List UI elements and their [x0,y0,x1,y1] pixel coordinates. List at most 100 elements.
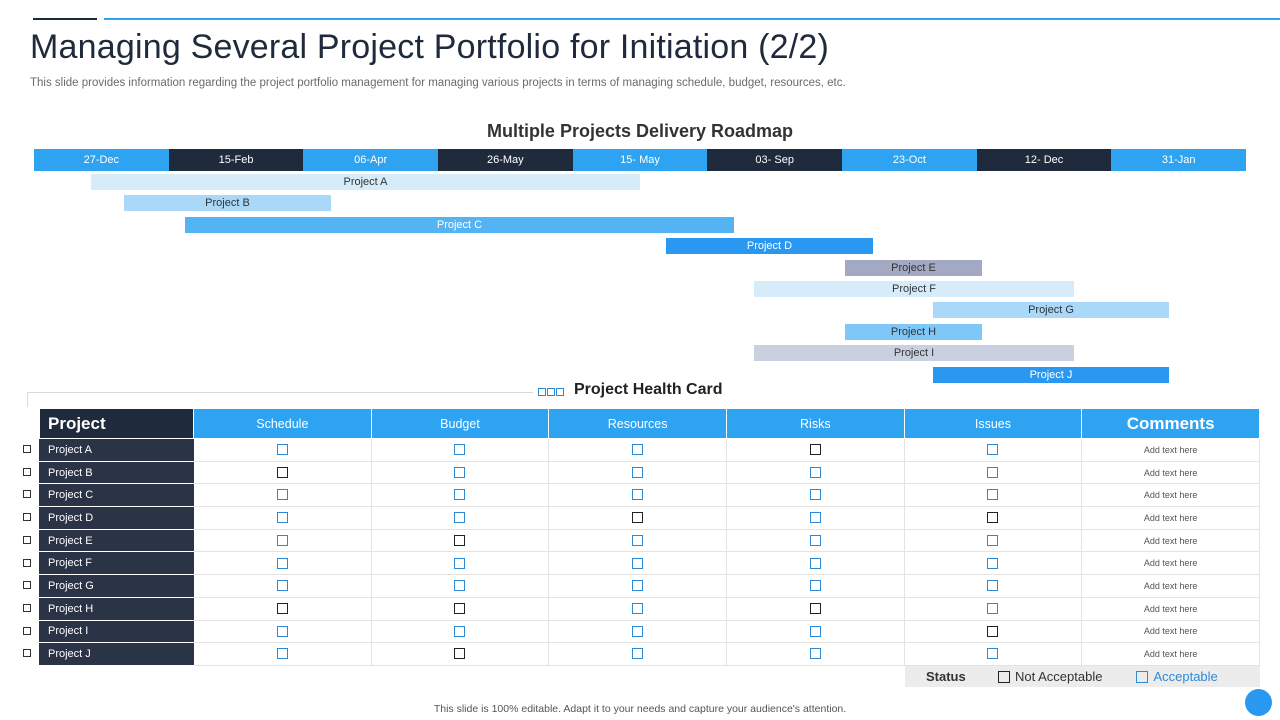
table-row: Project D Add text here [39,506,1260,530]
budget-status-cell [370,574,550,598]
risks-status-cell [725,506,905,530]
comment-cell[interactable]: Add text here [1081,483,1260,508]
schedule-status-cell [193,483,372,508]
health-card-frame [27,392,533,393]
roadmap-bar-project-a: Project A [91,174,640,190]
comment-cell[interactable]: Add text here [1081,438,1260,462]
table-row: Project F Add text here [39,551,1260,576]
schedule-status-cell [193,438,372,462]
roadmap-bar-project-c: Project C [185,217,734,233]
acceptable-square-icon [809,489,821,501]
project-name-cell: Project A [39,438,194,462]
column-header-schedule: Schedule [193,408,372,439]
acceptable-square-icon [276,512,288,524]
legend-acceptable: Acceptable [1136,669,1218,684]
acceptable-square-icon [632,466,644,478]
row-marker-icon [23,626,31,635]
column-header-resources: Resources [548,408,727,439]
comment-cell[interactable]: Add text here [1081,619,1260,644]
comment-cell[interactable]: Add text here [1081,506,1260,530]
date-cell: 15- May [572,149,708,171]
risks-status-cell [725,619,905,644]
resources-status-cell [548,438,727,462]
acceptable-square-icon [454,580,466,592]
budget-status-cell [370,596,550,621]
table-row: Project E Add text here [39,528,1260,553]
table-row: Project A Add text here [39,438,1260,462]
issues-status-cell [903,483,1083,508]
legend-not-acceptable: Not Acceptable [998,669,1102,684]
header-accent-blue [104,18,1280,20]
resources-status-cell [548,596,727,621]
acceptable-square-icon [809,466,821,478]
acceptable-square-icon [632,444,644,456]
row-marker-icon [23,467,31,476]
health-card-frame [27,392,28,407]
comment-cell[interactable]: Add text here [1081,642,1260,666]
project-name-cell: Project D [39,506,194,530]
risks-status-cell [725,551,905,576]
resources-status-cell [548,506,727,530]
not-acceptable-square-icon [454,534,466,546]
roadmap-bar-project-f: Project F [754,281,1074,297]
column-header-risks: Risks [725,408,905,439]
issues-status-cell [903,528,1083,553]
acceptable-square-icon [454,512,466,524]
row-marker-icon [23,445,31,453]
schedule-status-cell [193,460,372,485]
row-marker-icon [23,649,31,658]
schedule-status-cell [193,528,372,553]
acceptable-square-icon [809,625,821,637]
comment-cell[interactable]: Add text here [1081,551,1260,576]
issues-status-cell [903,619,1083,644]
date-cell: 12- Dec [976,149,1112,171]
health-card-table: Project Schedule Budget Resources Risks … [39,408,1260,666]
decorative-square-icon [547,388,555,396]
decorative-circle-icon [1245,689,1272,716]
not-acceptable-square-icon [987,512,999,524]
decorative-square-icon [556,388,564,396]
row-marker-icon [23,581,31,590]
acceptable-square-icon [632,602,644,614]
acceptable-square-icon [987,557,999,569]
not-acceptable-square-icon [998,670,1010,683]
risks-status-cell [725,438,905,462]
comment-cell[interactable]: Add text here [1081,574,1260,598]
column-header-comments: Comments [1081,408,1260,439]
acceptable-square-icon [809,512,821,524]
budget-status-cell [370,460,550,485]
budget-status-cell [370,619,550,644]
date-cell: 15-Feb [168,149,304,171]
not-acceptable-square-icon [454,648,466,660]
acceptable-square-icon [987,534,999,546]
issues-status-cell [903,596,1083,621]
resources-status-cell [548,551,727,576]
row-marker-icon [23,513,31,522]
not-acceptable-square-icon [276,602,288,614]
issues-status-cell [903,551,1083,576]
schedule-status-cell [193,596,372,621]
schedule-status-cell [193,642,372,666]
acceptable-square-icon [987,444,999,456]
comment-cell[interactable]: Add text here [1081,528,1260,553]
comment-cell[interactable]: Add text here [1081,460,1260,485]
resources-status-cell [548,460,727,485]
project-name-cell: Project F [39,551,194,576]
project-name-cell: Project I [39,619,194,644]
risks-status-cell [725,642,905,666]
acceptable-square-icon [809,534,821,546]
budget-status-cell [370,551,550,576]
acceptable-square-icon [454,489,466,501]
date-cell: 23-Oct [842,149,977,171]
date-cell: 31-Jan [1111,149,1247,171]
budget-status-cell [370,642,550,666]
issues-status-cell [903,460,1083,485]
resources-status-cell [548,528,727,553]
not-acceptable-square-icon [809,444,821,456]
resources-status-cell [548,619,727,644]
schedule-status-cell [193,574,372,598]
table-row: Project I Add text here [39,619,1260,644]
row-marker-icon [23,603,31,612]
acceptable-square-icon [632,557,644,569]
comment-cell[interactable]: Add text here [1081,596,1260,621]
